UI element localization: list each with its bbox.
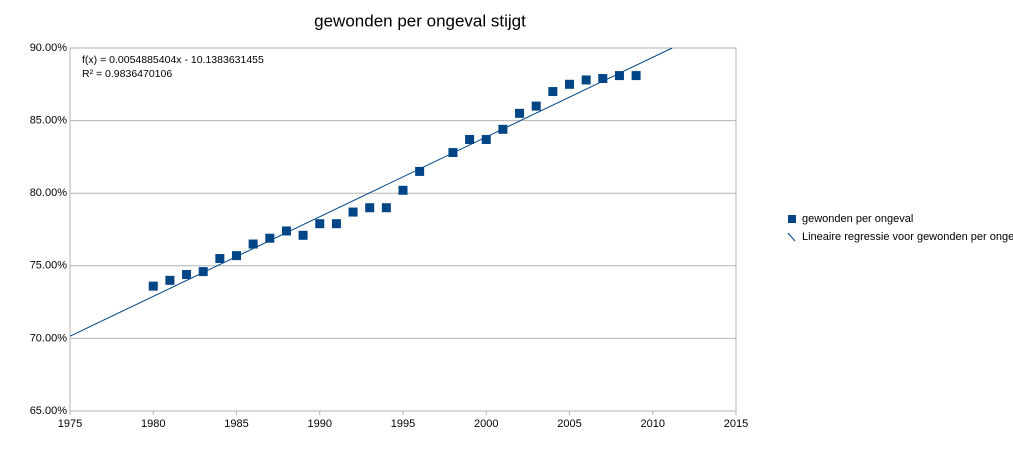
plot-frame [69,47,737,412]
data-point [548,87,558,97]
y-tick-label: 75.00% [30,260,68,272]
data-point [148,281,158,291]
y-tick-label: 80.00% [30,187,68,199]
data-point [631,71,641,81]
y-tick-label: 85.00% [30,115,68,127]
data-point [531,101,541,111]
data-point [481,134,491,144]
x-tick-label: 2015 [724,418,748,430]
legend-swatch [788,215,796,223]
x-tick-label: 2005 [557,418,581,430]
data-point [215,254,225,264]
legend-label: gewonden per ongeval [802,213,913,225]
x-tick-label: 1975 [58,418,82,430]
chart-title: gewonden per ongeval stijgt [314,11,526,30]
x-tick-label: 1985 [224,418,248,430]
data-point [365,203,375,213]
data-point [265,233,275,243]
data-point [165,275,175,285]
y-tick-label: 90.00% [30,42,68,54]
y-tick-label: 65.00% [30,405,68,417]
data-point [348,207,358,217]
data-point [331,219,341,229]
regression-equation: f(x) = 0.0054885404x - 10.1383631455 [82,54,264,66]
data-point [381,203,391,213]
y-tick-label: 70.00% [30,332,68,344]
x-tick-label: 1990 [308,418,332,430]
data-point [298,230,308,240]
data-point [198,267,208,277]
data-point [581,75,591,85]
data-point [232,251,241,261]
data-point [182,270,192,280]
x-tick-label: 1980 [141,418,165,430]
x-tick-label: 1995 [391,418,415,430]
data-point [565,79,574,89]
data-point [248,239,258,249]
data-point [598,73,608,83]
data-point [465,134,475,144]
data-point [614,71,624,81]
data-point [415,166,425,176]
data-point [398,185,408,195]
regression-line [69,47,673,337]
x-tick-label: 2000 [474,418,498,430]
data-point [281,226,291,236]
legend-label: Lineaire regressie voor gewonden per ong… [802,231,1013,243]
r-squared: R² = 0.9836470106 [82,68,172,80]
legend-swatch [787,232,796,242]
data-point [515,108,525,118]
data-point [315,219,325,229]
x-tick-label: 2010 [641,418,665,430]
